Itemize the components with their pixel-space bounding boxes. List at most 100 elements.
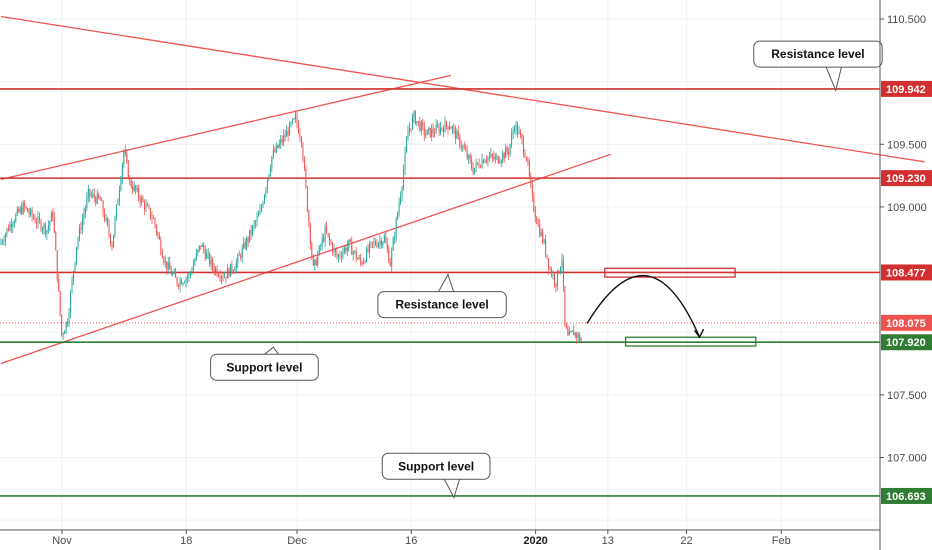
zone-layer [604,267,757,347]
candle-body-365 [540,232,542,236]
price-badge-109.230-text: 109.230 [886,173,926,185]
candle-body-315 [466,150,468,159]
candle-body-21 [31,209,33,217]
candle-body-185 [274,150,276,153]
callout-pointer-1 [437,273,455,293]
candle-body-147 [218,274,220,277]
candle-body-320 [474,167,476,174]
candle-body-292 [432,128,434,133]
candle-body-61 [90,195,92,197]
callout-pointer-2 [263,346,280,356]
candle-body-161 [238,255,240,256]
candle-body-85 [126,154,128,162]
candle-body-218 [323,238,325,242]
candle-body-223 [330,240,332,244]
candle-body-379 [561,259,563,268]
candle-body-343 [508,151,510,155]
candle-body-95 [141,197,143,203]
price-badge-current-text: 108.075 [886,318,926,330]
callout-label-0: Resistance level [771,47,864,61]
candle-body-269 [398,203,400,213]
candle-body-5 [7,228,9,231]
candle-body-227 [336,251,338,257]
candle-body-372 [551,269,553,276]
candle-body-285 [422,122,424,126]
candle-body-241 [357,258,359,260]
candle-body-253 [374,241,376,245]
candle-body-172 [255,221,257,224]
candle-body-242 [358,257,360,259]
candle-body-356 [527,159,529,163]
candle-body-390 [577,334,579,338]
candle-body-238 [352,251,354,255]
candle-body-191 [283,135,285,143]
candle-body-0 [0,241,2,245]
level-layer [0,88,880,497]
candle-body-196 [290,123,292,124]
candle-body-205 [303,159,305,168]
candle-body-299 [443,128,445,133]
candle-body-276 [408,128,410,132]
candle-body-139 [206,253,208,259]
candle-body-225 [333,248,335,252]
candle-body-51 [75,246,77,262]
candle-body-383 [567,328,569,336]
callout-box-2 [210,353,319,381]
candle-body-210 [311,243,313,256]
candle-body-337 [499,162,501,164]
candle-body-254 [376,244,378,247]
candle-body-126 [186,277,188,279]
candle-body-122 [181,280,183,285]
candle-body-167 [247,238,249,242]
candle-body-275 [407,131,409,141]
price-badge-109.942 [881,80,932,97]
candle-body-63 [93,193,95,199]
candle-body-256 [379,240,381,244]
candle-body-40 [59,290,61,315]
candle-body-391 [579,334,581,341]
candle-body-78 [115,204,117,219]
candle-body-310 [459,135,461,146]
candle-body-222 [329,235,331,241]
candle-body-338 [500,160,502,163]
candle-body-145 [215,268,217,272]
candle-body-30 [44,224,46,234]
candle-body-267 [395,218,397,238]
candle-body-373 [552,274,554,276]
candle-body-264 [391,250,393,267]
candle-body-287 [425,134,427,136]
price-badge-109.230 [881,170,932,187]
candle-body-189 [280,139,282,144]
candle-body-329 [487,157,489,161]
candle-body-164 [243,242,245,248]
candle-body-9 [13,221,15,225]
candle-body-10 [15,214,17,222]
candle-body-252 [373,241,375,243]
candle-body-381 [564,285,566,324]
candle-body-346 [512,131,514,135]
candle-body-59 [87,188,89,198]
candle-body-243 [360,257,362,263]
price-badge-108.477 [881,264,932,281]
callout-2: Support level [210,346,319,381]
candle-body-44 [65,322,67,332]
candle-body-341 [505,147,507,158]
candle-body-203 [300,137,302,144]
candle-body-219 [324,227,326,242]
candle-body-212 [314,259,316,266]
candle-body-70 [104,212,106,221]
trendline-channel-lower [0,153,611,365]
candle-body-149 [221,276,223,279]
candle-body-361 [534,210,536,218]
candle-body-76 [112,234,114,248]
y-tick-label-0: 110.500 [887,14,926,26]
candle-body-389 [576,332,578,338]
candle-body-257 [380,240,382,246]
candle-body-94 [139,197,141,203]
callout-box-0 [753,40,883,68]
candle-body-305 [451,127,453,130]
candle-body-169 [250,230,252,235]
candle-body-15 [22,202,24,214]
candle-body-171 [253,223,255,226]
